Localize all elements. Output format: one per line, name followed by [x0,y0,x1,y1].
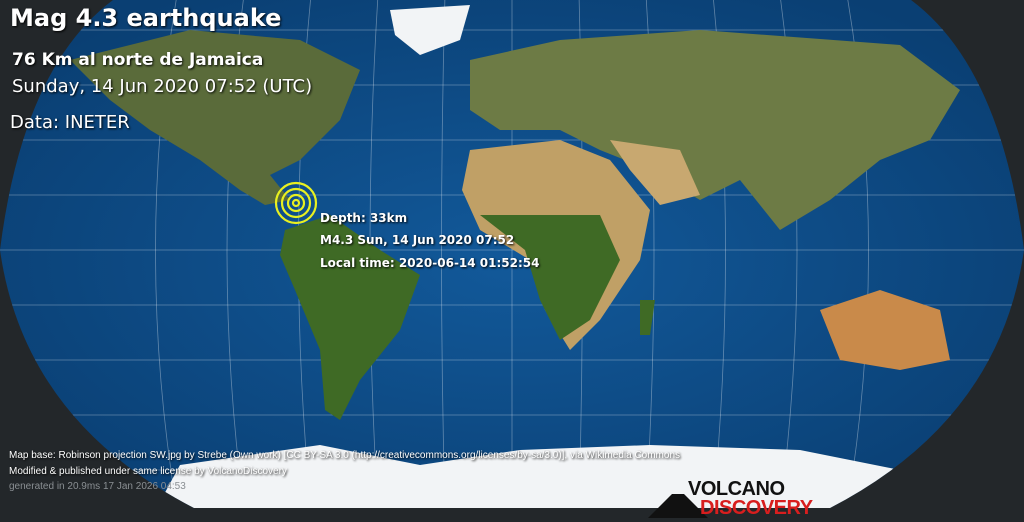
generated-info: generated in 20.9ms 17 Jan 2026 04:53 [9,481,186,492]
logo-line1: VOLCANO [688,478,785,500]
logo-line2: DISCOVERY [700,497,813,519]
license-credit: Modified & published under same license … [9,466,287,477]
page-title: Mag 4.3 earthquake [10,4,282,32]
continents [70,5,960,508]
magnitude-summary: M4.3 Sun, 14 Jun 2020 07:52 [320,233,515,247]
data-source-label: Data: INETER [10,112,130,133]
map-credit: Map base: Robinson projection SW.jpg by … [9,450,681,461]
datetime-label: Sunday, 14 Jun 2020 07:52 (UTC) [12,76,313,97]
volcano-icon [648,494,708,518]
depth-label: Depth: 33km [320,211,408,225]
volcanodiscovery-logo[interactable]: VOLCANO DISCOVERY [648,478,828,520]
epicenter-marker[interactable] [274,181,318,225]
location-label: 76 Km al norte de Jamaica [12,50,264,70]
local-time-label: Local time: 2020-06-14 01:52:54 [320,256,540,270]
